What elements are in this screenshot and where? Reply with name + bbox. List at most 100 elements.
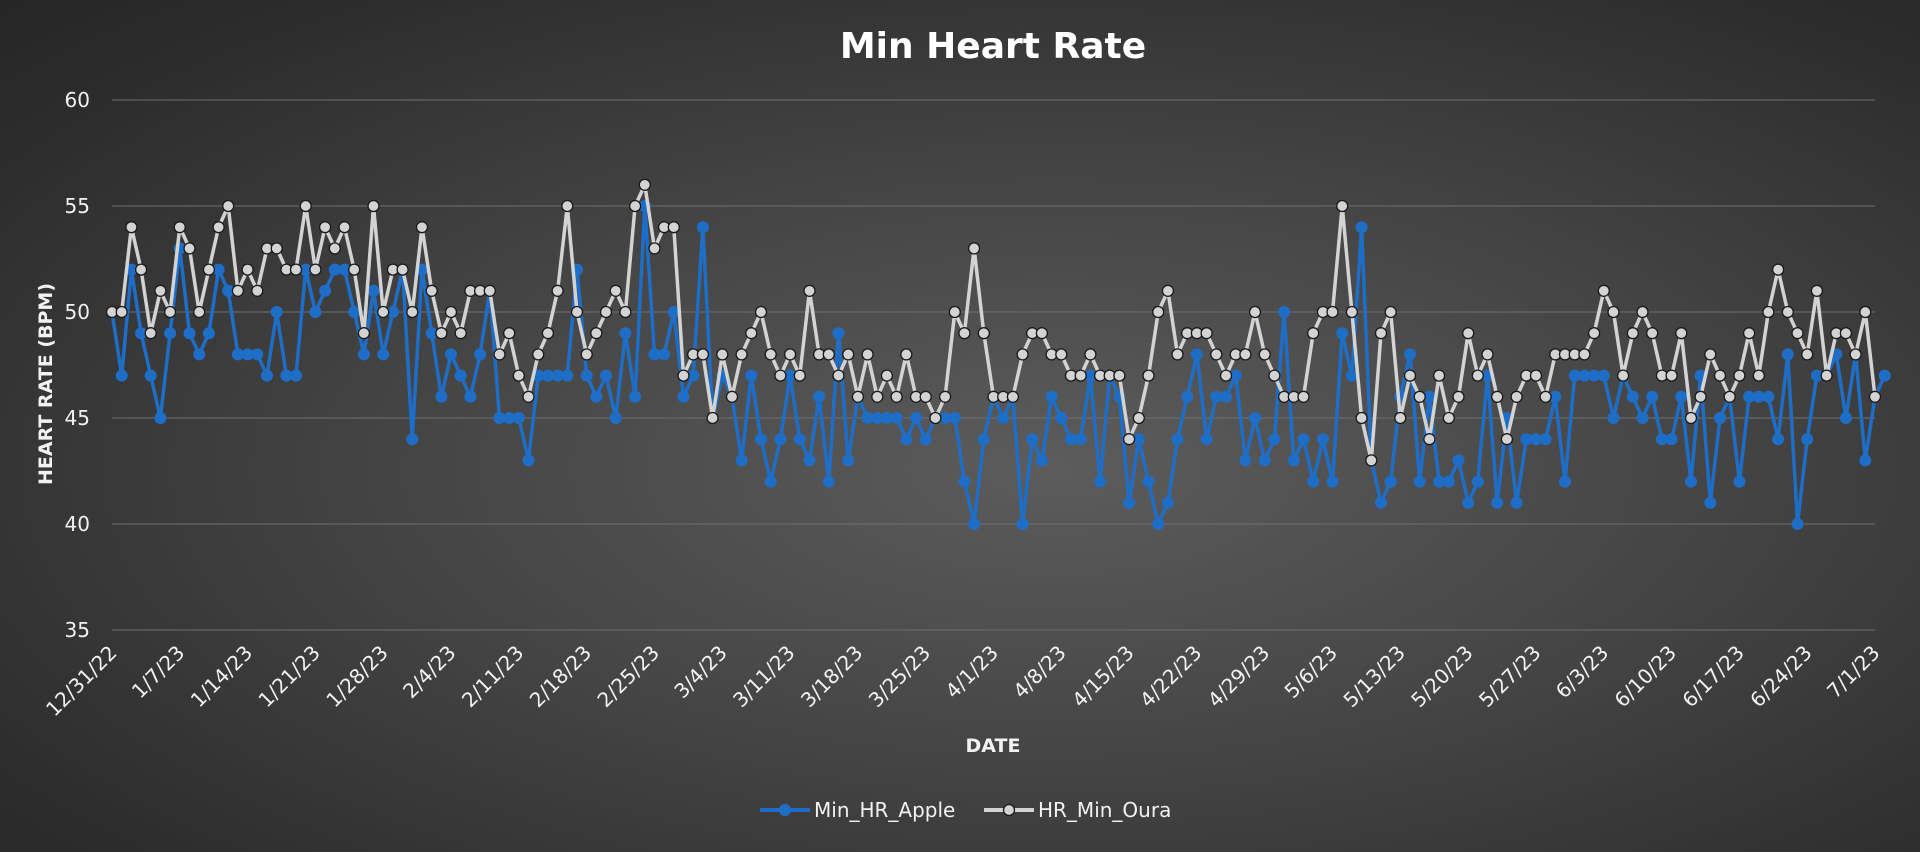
data-point (270, 306, 283, 318)
data-point (241, 348, 254, 361)
data-point (580, 369, 593, 382)
data-point (1587, 327, 1601, 340)
data-point (938, 390, 952, 403)
data-point (299, 263, 312, 276)
x-tick-label: 4/22/23 (1135, 641, 1206, 712)
data-point (784, 369, 797, 382)
legend-marker-icon (779, 804, 791, 816)
data-point (1307, 475, 1320, 488)
data-point (367, 284, 380, 297)
data-point (1258, 454, 1271, 467)
x-tick-label: 4/8/23 (1008, 641, 1070, 703)
data-point (1394, 411, 1407, 425)
data-point (1859, 305, 1872, 319)
data-point (677, 390, 690, 403)
data-point (1287, 454, 1300, 467)
data-point (415, 221, 429, 234)
data-point (222, 199, 235, 213)
legend-item[interactable]: Min_HR_Apple (760, 798, 955, 822)
data-point (532, 348, 545, 361)
data-point (745, 327, 758, 340)
data-point (1258, 348, 1271, 361)
data-point (658, 348, 671, 361)
data-point (1597, 369, 1610, 382)
data-point (1733, 475, 1746, 488)
data-point (1142, 475, 1155, 488)
data-point (755, 433, 767, 446)
data-point (861, 412, 874, 424)
x-tick-label: 1/14/23 (186, 641, 257, 712)
x-axis-title: DATE (966, 735, 1021, 757)
data-point (541, 369, 554, 382)
data-point (289, 263, 303, 276)
data-point (1404, 348, 1416, 361)
data-point (435, 390, 448, 403)
data-point (842, 454, 855, 467)
data-point (1171, 348, 1184, 361)
data-point (735, 454, 748, 467)
data-point (1084, 369, 1097, 382)
data-point (590, 327, 603, 340)
data-point (1772, 433, 1785, 446)
data-point (183, 242, 196, 255)
data-point (1016, 348, 1029, 361)
legend[interactable]: Min_HR_Apple HR_Min_Oura (760, 798, 1171, 822)
data-point (125, 221, 138, 234)
data-point (1200, 327, 1213, 340)
data-point (193, 348, 206, 361)
data-point (1868, 390, 1882, 403)
data-point (551, 369, 564, 382)
data-point (1500, 433, 1514, 446)
x-tick-label: 4/29/23 (1203, 641, 1274, 712)
data-point (1849, 348, 1862, 361)
data-point (1752, 369, 1765, 382)
data-point (1578, 369, 1591, 382)
data-point (1791, 518, 1804, 530)
data-point (638, 178, 651, 191)
data-point (803, 284, 816, 297)
data-point (1810, 284, 1824, 297)
data-point (377, 305, 390, 319)
data-point (842, 348, 855, 361)
data-point (1190, 348, 1203, 361)
data-point (813, 390, 826, 403)
data-point (1781, 305, 1794, 319)
data-point (135, 327, 148, 340)
data-point (377, 348, 390, 361)
data-point (115, 369, 128, 382)
x-tick-label: 3/18/23 (796, 641, 867, 712)
legend-item[interactable]: HR_Min_Oura (984, 798, 1171, 822)
data-point (1336, 199, 1349, 213)
data-point (1278, 306, 1291, 318)
data-point (1403, 369, 1417, 382)
data-point (299, 199, 312, 213)
data-point (1248, 305, 1262, 319)
data-point (1055, 412, 1068, 424)
data-point (1374, 327, 1388, 340)
data-point (1491, 390, 1504, 403)
data-point (280, 369, 293, 382)
data-point (512, 412, 525, 424)
data-point (871, 412, 884, 424)
data-point (1646, 390, 1659, 403)
data-point (1229, 369, 1242, 382)
series-HR_Min_Oura (105, 178, 1882, 467)
data-point (667, 306, 680, 318)
data-point (1200, 433, 1213, 446)
data-point (1607, 305, 1620, 319)
data-point (1626, 390, 1639, 403)
data-point (687, 369, 700, 382)
data-point (1665, 433, 1678, 446)
data-point (677, 369, 690, 382)
data-point (541, 327, 555, 340)
data-point (764, 475, 777, 488)
data-point (900, 348, 913, 361)
data-point (1742, 327, 1756, 340)
data-point (1113, 369, 1126, 382)
x-tick-label: 3/25/23 (864, 641, 935, 712)
x-tick-label: 1/28/23 (321, 641, 392, 712)
data-point (222, 284, 235, 297)
data-point (774, 369, 787, 382)
data-point (1559, 475, 1571, 488)
data-point (1471, 369, 1484, 382)
